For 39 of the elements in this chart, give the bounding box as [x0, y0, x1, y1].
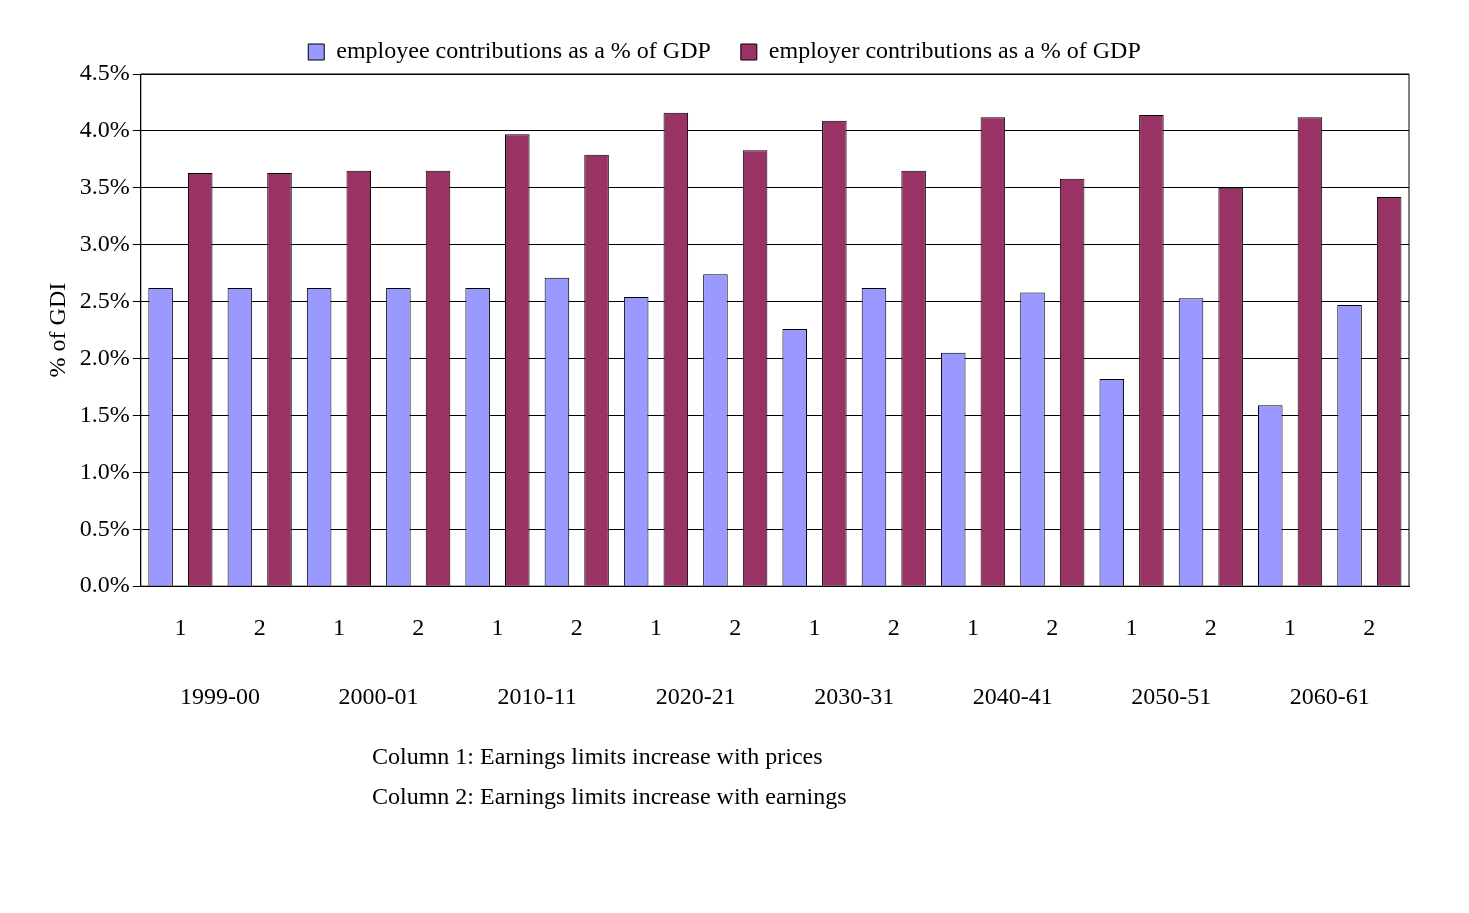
text: 2030-31	[814, 683, 895, 710]
x-tick-label: 2	[1363, 613, 1376, 640]
x-tick-label: 2	[412, 613, 425, 640]
text: 2000-01	[338, 683, 419, 710]
y-tick-label: 2.0%	[79, 343, 130, 370]
text: 2040-41	[972, 683, 1053, 710]
x-tick-label: 1	[650, 613, 662, 640]
x-tick-label: 2	[729, 613, 742, 640]
x-tick-label: 1	[1284, 613, 1297, 640]
y-tick-label: 2.5%	[79, 286, 130, 313]
x-tick-label: 1	[1125, 613, 1138, 640]
x-tick-label: 2	[253, 613, 266, 640]
y-tick-label: 3.0%	[79, 230, 130, 257]
y-tick-label: 4.5%	[79, 59, 130, 86]
y-tick-label: 1.5%	[79, 400, 130, 427]
x-tick-label: 1	[491, 613, 504, 640]
x-tick-label: 1	[967, 613, 980, 640]
legend-label: employer contributions as a % of GDP	[768, 37, 1141, 64]
x-tick-label: 2	[1046, 613, 1059, 640]
y-tick-label: 4.0%	[79, 116, 130, 143]
x-tick-label: 1	[174, 613, 187, 640]
text: Column 1: Earnings limits increase with prices	[372, 743, 823, 770]
text: 2050-51	[1131, 683, 1212, 710]
y-tick-label: 1.0%	[79, 457, 130, 484]
text: 2020-21	[655, 683, 736, 710]
text: 2060-61	[1289, 683, 1370, 710]
x-tick-label: 2	[570, 613, 583, 640]
x-tick-label: 2	[1204, 613, 1217, 640]
y-tick-label: 3.5%	[79, 173, 130, 200]
text: Column 2: Earnings limits increase with earnings	[372, 783, 847, 810]
text: 1999-00	[180, 683, 261, 710]
y-tick-label: 0.0%	[79, 571, 130, 598]
text: 2010-11	[497, 683, 577, 710]
y-tick-label: 0.5%	[79, 514, 130, 541]
legend-label: employee contributions as a % of GDP	[336, 37, 711, 64]
x-tick-label: 2	[887, 613, 900, 640]
x-tick-label: 1	[808, 613, 821, 640]
y-axis-title: % of GDI	[43, 282, 70, 378]
x-tick-label: 1	[332, 613, 345, 640]
